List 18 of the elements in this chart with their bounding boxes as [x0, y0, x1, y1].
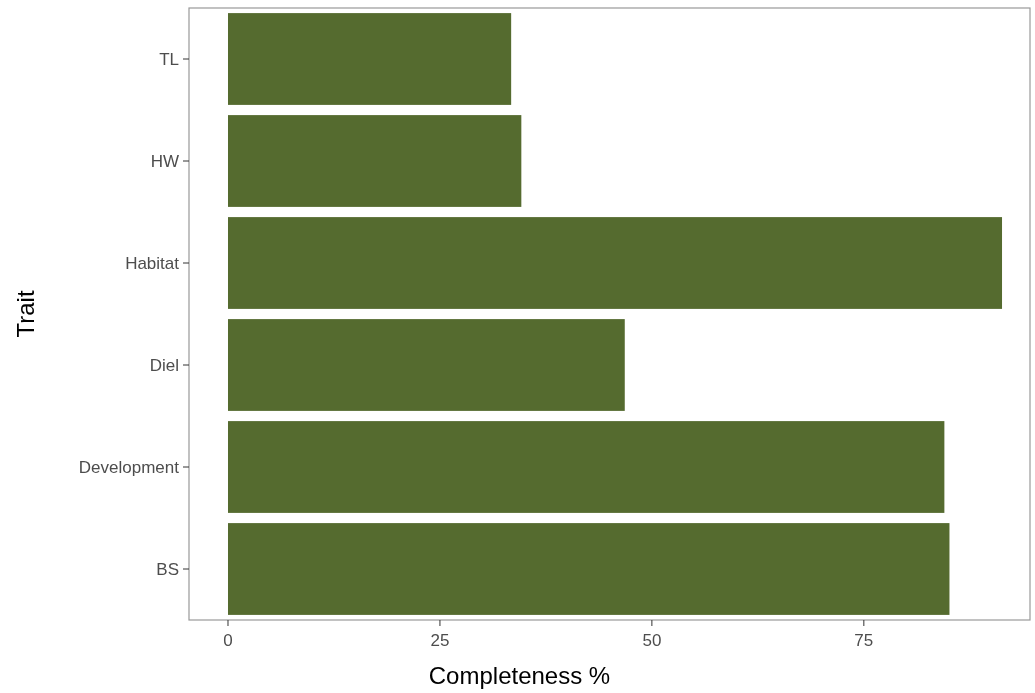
x-tick-label: 25 [430, 631, 450, 650]
y-tick-label: TL [159, 49, 179, 69]
bar [228, 319, 625, 411]
bar [228, 523, 950, 615]
bar [228, 421, 945, 513]
bar [228, 217, 1003, 309]
x-tick-label: 50 [642, 631, 662, 650]
y-axis-title: Trait [12, 290, 39, 338]
bar [228, 13, 512, 105]
y-tick-label: Development [78, 457, 180, 477]
y-tick-label: BS [156, 559, 179, 579]
x-tick-label: 75 [854, 631, 874, 650]
x-tick-label: 0 [223, 631, 233, 650]
x-axis-title: Completeness % [428, 662, 611, 689]
y-tick-label: Habitat [125, 253, 180, 273]
y-tick-label: Diel [149, 355, 179, 375]
bar [228, 115, 522, 207]
y-tick-label: HW [150, 151, 179, 171]
